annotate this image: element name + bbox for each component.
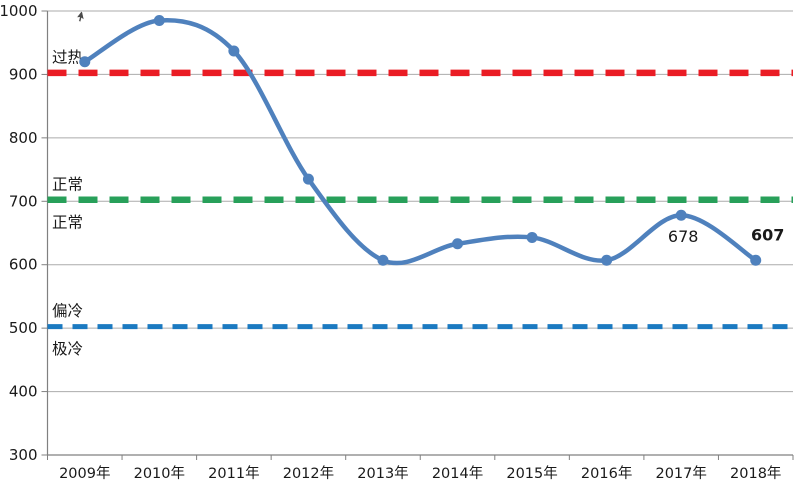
data-point-marker <box>526 231 538 243</box>
zone-label: 正常 <box>52 175 83 193</box>
data-point-label: 607 <box>751 225 784 244</box>
data-point-marker <box>377 254 389 266</box>
data-point-marker <box>302 173 314 185</box>
zone-label: 正常 <box>52 213 83 231</box>
x-tick-label: 2016年 <box>581 465 632 482</box>
y-tick-label: 900 <box>9 65 38 83</box>
y-tick-label: 600 <box>9 256 38 274</box>
zone-label: 过热 <box>52 48 84 66</box>
y-tick-label: 400 <box>9 383 38 401</box>
x-tick-label: 2018年 <box>730 465 781 482</box>
data-point-marker <box>601 254 613 266</box>
y-tick-label: 1000 <box>0 2 38 20</box>
series-line <box>82 17 758 266</box>
y-tick-label: 500 <box>9 319 38 337</box>
data-point-marker <box>675 209 687 221</box>
zone-label: 偏冷 <box>52 302 83 320</box>
x-tick-label: 2009年 <box>59 465 110 482</box>
x-tick-label: 2012年 <box>283 465 334 482</box>
mouse-cursor-icon <box>76 11 85 23</box>
data-point-marker <box>750 254 762 266</box>
data-point-marker <box>228 45 240 57</box>
data-point-marker <box>153 15 165 27</box>
y-tick-label: 300 <box>9 446 38 464</box>
y-tick-label: 800 <box>9 129 38 147</box>
data-point-marker <box>452 238 464 250</box>
x-tick-label: 2013年 <box>357 465 408 482</box>
x-tick-label: 2011年 <box>208 465 259 482</box>
y-tick-label: 700 <box>9 192 38 210</box>
x-tick-label: 2014年 <box>432 465 483 482</box>
data-point-label: 678 <box>668 227 699 246</box>
x-tick-label: 2015年 <box>506 465 557 482</box>
x-tick-label: 2017年 <box>655 465 706 482</box>
zone-label: 极冷 <box>52 340 83 358</box>
x-tick-label: 2010年 <box>134 465 185 482</box>
data-point-marker <box>79 56 91 68</box>
